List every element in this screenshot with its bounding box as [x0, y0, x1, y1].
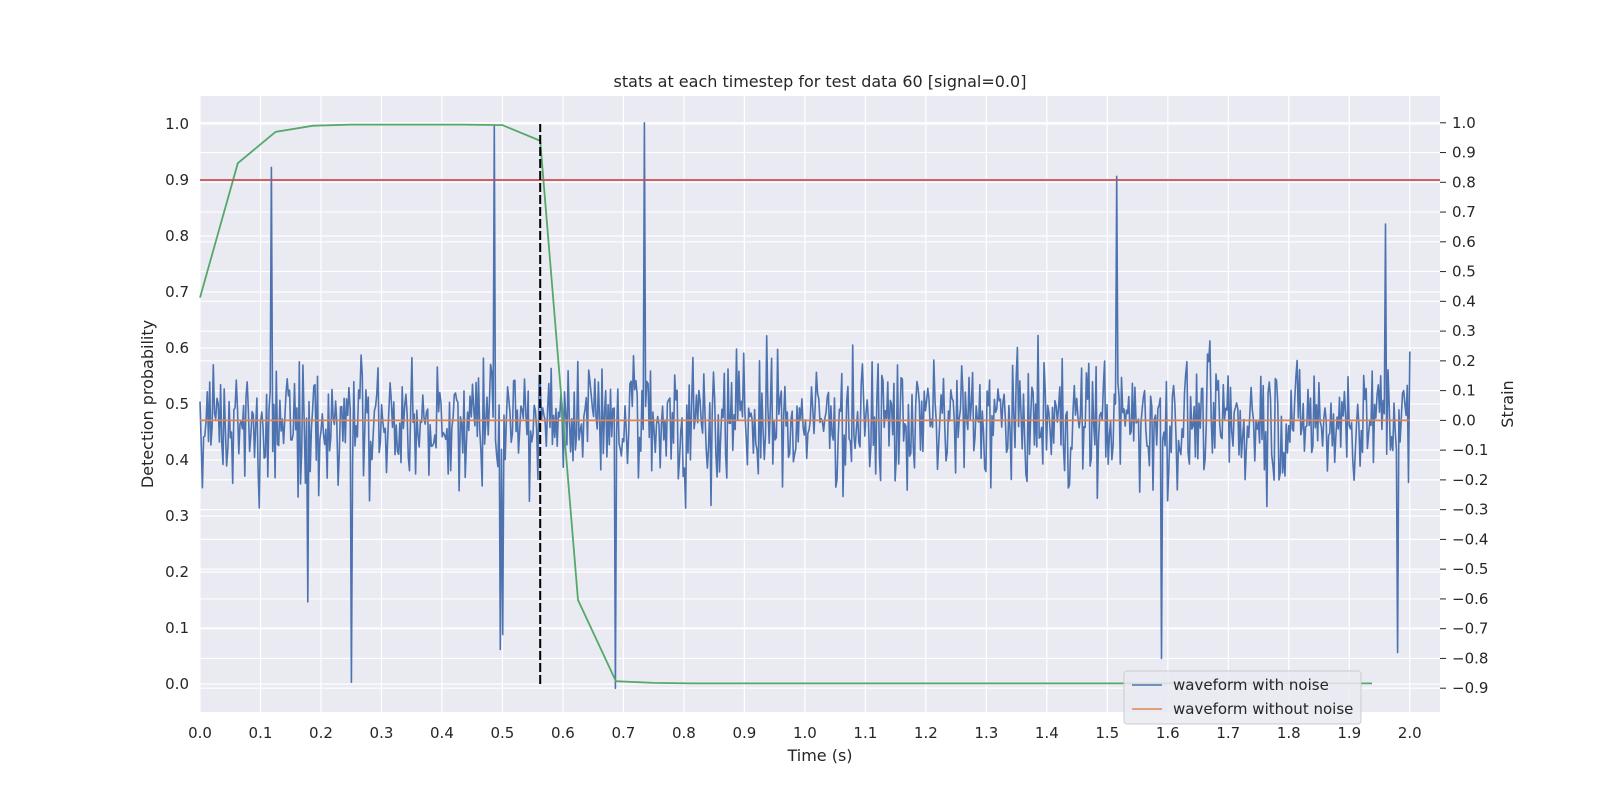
y-right-tick-label-3: 0.7 [1452, 203, 1476, 221]
series-waveform-with-noise [199, 122, 1411, 690]
x-tick-label-5: 0.5 [491, 724, 515, 742]
chart-title: stats at each timestep for test data 60 … [614, 72, 1027, 91]
y-right-tick-label-13: −0.3 [1452, 501, 1488, 519]
x-tick-label-18: 1.8 [1277, 724, 1301, 742]
y-right-tick-label-2: 0.8 [1452, 173, 1476, 191]
legend-box [1123, 670, 1362, 725]
y-right-tick-labels: 1.0 0.9 0.8 0.7 0.6 0.5 0.4 0.3 0.2 0.1 0.0 −0.1 −0.… [1440, 114, 1488, 697]
x-tick-label-6: 0.6 [551, 724, 575, 742]
y-left-tick-label-8: 0.8 [165, 227, 189, 245]
y-right-tick-label-11: −0.1 [1452, 441, 1488, 459]
y-right-tick-label-15: −0.5 [1452, 560, 1488, 578]
y-left-tick-label-0: 0.0 [165, 675, 189, 693]
x-tick-labels: 0.0 0.1 0.2 0.3 0.4 0.5 0.6 0.7 0.8 0.9 1.0 1.1 1.2 1… [188, 724, 1422, 742]
x-tick-label-2: 0.2 [309, 724, 333, 742]
x-tick-label-13: 1.3 [974, 724, 998, 742]
y-right-tick-label-16: −0.6 [1452, 590, 1488, 608]
series-layer [199, 122, 1440, 690]
x-tick-label-12: 1.2 [914, 724, 938, 742]
y-left-tick-label-3: 0.3 [165, 507, 189, 525]
y-right-tick-label-17: −0.7 [1452, 620, 1488, 638]
y-left-tick-label-6: 0.6 [165, 339, 189, 357]
y-left-tick-label-7: 0.7 [165, 283, 189, 301]
y-right-tick-label-12: −0.2 [1452, 471, 1488, 489]
x-tick-label-16: 1.6 [1156, 724, 1180, 742]
y-right-tick-label-5: 0.5 [1452, 263, 1476, 281]
x-tick-label-8: 0.8 [672, 724, 696, 742]
y-left-tick-labels: 0.0 0.1 0.2 0.3 0.4 0.5 0.6 0.7 0.8 0.9 1.0 [165, 115, 189, 693]
y-right-axis-title: Strain [1498, 380, 1517, 427]
legend: waveform with noise waveform without noi… [1123, 670, 1362, 725]
x-tick-label-19: 1.9 [1337, 724, 1361, 742]
x-tick-label-17: 1.7 [1216, 724, 1240, 742]
y-right-tick-label-8: 0.2 [1452, 352, 1476, 370]
y-right-tick-label-7: 0.3 [1452, 322, 1476, 340]
y-left-tick-label-2: 0.2 [165, 563, 189, 581]
y-left-tick-label-1: 0.1 [165, 619, 189, 637]
x-tick-label-3: 0.3 [370, 724, 394, 742]
y-left-tick-label-5: 0.5 [165, 395, 189, 413]
x-tick-label-9: 0.9 [732, 724, 756, 742]
y-right-tick-label-0: 1.0 [1452, 114, 1476, 132]
y-left-tick-label-10: 1.0 [165, 115, 189, 133]
y-left-tick-label-9: 0.9 [165, 171, 189, 189]
y-right-tick-label-18: −0.8 [1452, 649, 1488, 667]
y-right-tick-label-1: 0.9 [1452, 144, 1476, 162]
y-right-tick-label-10: 0.0 [1452, 411, 1476, 429]
y-right-tick-label-9: 0.1 [1452, 382, 1476, 400]
legend-label-with-noise: waveform with noise [1173, 676, 1329, 694]
y-left-tick-label-4: 0.4 [165, 451, 189, 469]
y-right-tick-label-4: 0.6 [1452, 233, 1476, 251]
y-left-axis-title: Detection probability [138, 320, 157, 488]
y-right-tick-label-19: −0.9 [1452, 679, 1488, 697]
x-tick-label-11: 1.1 [853, 724, 877, 742]
x-tick-label-7: 0.7 [611, 724, 635, 742]
x-tick-label-4: 0.4 [430, 724, 454, 742]
y-right-tick-label-6: 0.4 [1452, 292, 1476, 310]
x-tick-label-1: 0.1 [249, 724, 273, 742]
x-axis-title: Time (s) [786, 746, 852, 765]
x-tick-label-0: 0.0 [188, 724, 212, 742]
x-tick-label-14: 1.4 [1035, 724, 1059, 742]
x-tick-label-10: 1.0 [793, 724, 817, 742]
x-tick-label-20: 2.0 [1398, 724, 1422, 742]
y-right-tick-label-14: −0.4 [1452, 530, 1488, 548]
x-tick-label-15: 1.5 [1095, 724, 1119, 742]
legend-label-without-noise: waveform without noise [1173, 700, 1353, 718]
